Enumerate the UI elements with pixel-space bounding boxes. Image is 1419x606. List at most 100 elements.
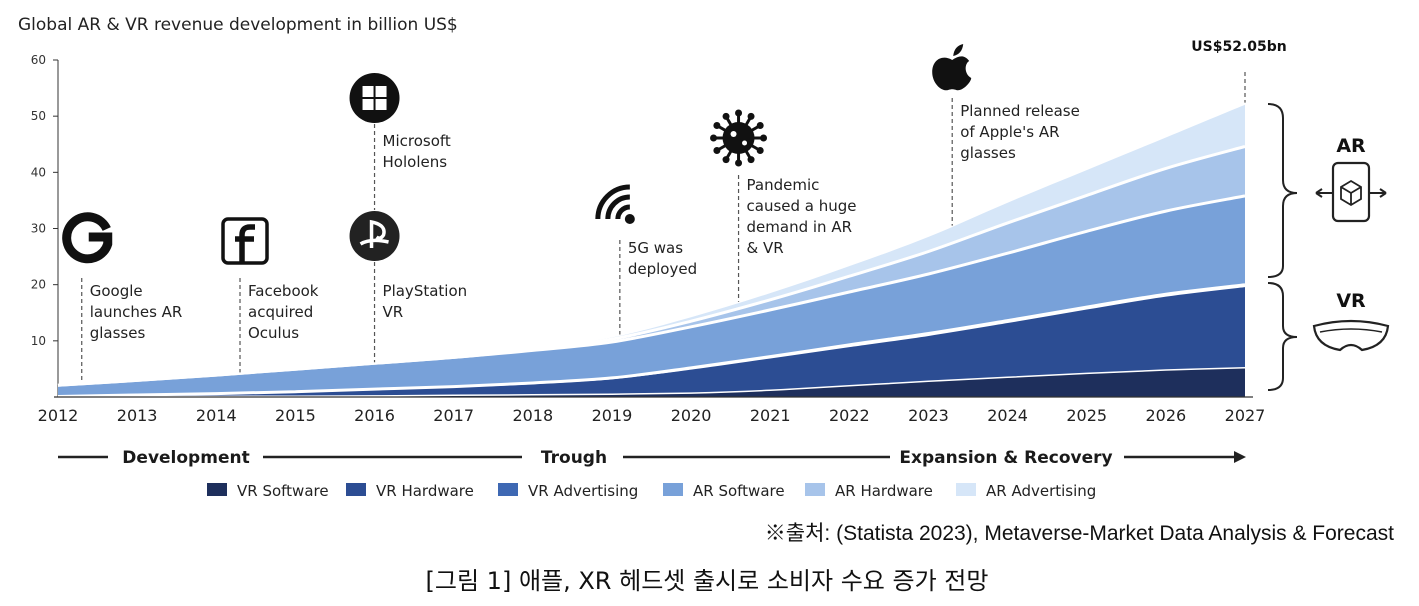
annotation-line: launches AR bbox=[90, 303, 183, 321]
google-logo-icon bbox=[62, 212, 113, 264]
x-tick-label: 2025 bbox=[1066, 406, 1107, 425]
playstation-logo-icon bbox=[349, 211, 400, 261]
legend-label: VR Software bbox=[237, 482, 329, 500]
annotation-line: Google bbox=[90, 282, 143, 300]
x-tick-label: 2017 bbox=[433, 406, 474, 425]
virus-icon bbox=[710, 109, 768, 167]
annotation-line: caused a huge bbox=[747, 197, 857, 215]
annotation-text: Facebook acquired Oculus bbox=[248, 282, 319, 342]
y-tick-label: 10 bbox=[31, 334, 46, 348]
virus-spike-tip bbox=[713, 122, 721, 129]
x-tick-label: 2024 bbox=[987, 406, 1028, 425]
facebook-f-glyph bbox=[235, 224, 256, 263]
signal-arc bbox=[615, 204, 631, 220]
phase-development: Development bbox=[122, 448, 249, 468]
annotation-line: demand in AR bbox=[747, 218, 852, 236]
annotation-line: deployed bbox=[628, 260, 697, 278]
x-tick-label: 2019 bbox=[592, 406, 633, 425]
windows-pane bbox=[375, 99, 387, 110]
google-g-glyph bbox=[62, 212, 113, 264]
y-tick-label: 30 bbox=[31, 222, 46, 236]
x-tick-label: 2023 bbox=[908, 406, 949, 425]
series-separator-line bbox=[57, 367, 1246, 398]
area-ar-software bbox=[58, 195, 1245, 397]
windows-logo-icon bbox=[349, 73, 400, 123]
virus-spike-tip bbox=[710, 134, 718, 142]
annotation-line: 5G was bbox=[628, 239, 683, 257]
virus-spot bbox=[730, 131, 737, 137]
y-tick-label: 20 bbox=[31, 278, 46, 292]
annotation-line: Oculus bbox=[248, 324, 299, 342]
legend-swatch bbox=[956, 483, 976, 496]
legend-swatch bbox=[207, 483, 227, 496]
x-tick-label: 2022 bbox=[829, 406, 870, 425]
x-tick-label: 2020 bbox=[671, 406, 712, 425]
legend-label: AR Hardware bbox=[835, 482, 933, 500]
virus-spike-tip bbox=[735, 159, 743, 167]
x-axis: 2012 2013 2014 2015 2016 2017 2018 2019 2020 2021… bbox=[38, 396, 1265, 425]
virus-spike-tip bbox=[747, 156, 755, 164]
x-tick-label: 2014 bbox=[196, 406, 237, 425]
annotation-line: Pandemic bbox=[747, 176, 820, 194]
virus-spike-tip bbox=[722, 112, 730, 120]
x-tick-label: 2016 bbox=[354, 406, 395, 425]
apple-body bbox=[932, 56, 972, 91]
y-tick-label: 50 bbox=[31, 109, 46, 123]
legend-swatch bbox=[663, 483, 683, 496]
phase-trough: Trough bbox=[541, 448, 607, 468]
figure-caption: [그림 1] 애플, XR 헤드셋 출시로 소비자 수요 증가 전망 bbox=[426, 567, 989, 595]
annotation-line: & VR bbox=[747, 239, 784, 257]
annotation-line: Facebook bbox=[248, 282, 319, 300]
legend-swatch bbox=[805, 483, 825, 496]
x-tick-label: 2018 bbox=[512, 406, 553, 425]
annotation-text: Microsoft Hololens bbox=[383, 132, 451, 171]
playstation-circle bbox=[349, 211, 400, 261]
virus-body bbox=[722, 122, 755, 154]
series-separator-line bbox=[57, 283, 1246, 398]
signal-arc bbox=[595, 184, 630, 220]
virus-spike-tip bbox=[735, 109, 743, 117]
annotation-line: VR bbox=[383, 303, 404, 321]
5g-signal-icon bbox=[595, 184, 635, 224]
legend: VR Software VR Hardware VR Advertising AR S… bbox=[207, 482, 1096, 500]
annotation-line: PlayStation bbox=[383, 282, 468, 300]
annotation-line: Hololens bbox=[383, 153, 448, 171]
virus-spike-tip bbox=[756, 122, 764, 129]
windows-pane bbox=[362, 86, 374, 97]
phase-expansion-recovery: Expansion & Recovery bbox=[899, 448, 1112, 468]
apple-logo-icon bbox=[932, 44, 972, 91]
virus-spike-tip bbox=[756, 147, 764, 154]
y-axis: 10 20 30 40 50 60 bbox=[31, 53, 59, 397]
annotation-text: Pandemic caused a huge demand in AR & VR bbox=[747, 176, 857, 257]
chart-title: Global AR & VR revenue development in bi… bbox=[18, 15, 458, 35]
peak-value-label: US$52.05bn bbox=[1191, 39, 1286, 55]
annotations: Google launches AR glasses Facebook acquired… bbox=[62, 44, 1080, 342]
signal-arc bbox=[605, 194, 631, 220]
apple-leaf bbox=[953, 44, 964, 56]
annotation-text: 5G was deployed bbox=[628, 239, 697, 278]
x-tick-label: 2026 bbox=[1146, 406, 1187, 425]
annotation-line: Planned release bbox=[960, 102, 1080, 120]
signal-dot bbox=[624, 214, 635, 224]
vr-segment-label: VR bbox=[1336, 290, 1366, 312]
stacked-areas bbox=[57, 104, 1246, 398]
virus-spike-tip bbox=[713, 147, 721, 154]
virus-spot bbox=[742, 140, 748, 146]
vr-brace bbox=[1267, 282, 1298, 391]
virus-spike-tip bbox=[722, 156, 730, 164]
annotation-line: glasses bbox=[90, 324, 146, 342]
x-tick-label: 2015 bbox=[275, 406, 316, 425]
virus-spike-tip bbox=[747, 112, 755, 120]
y-tick-label: 40 bbox=[31, 165, 46, 179]
area-ar-advertising bbox=[58, 104, 1245, 386]
x-tick-label: 2021 bbox=[750, 406, 791, 425]
annotation-line: of Apple's AR bbox=[960, 123, 1059, 141]
source-note: ※출처: (Statista 2023), Metaverse-Market D… bbox=[765, 522, 1394, 545]
windows-circle bbox=[349, 73, 400, 123]
annotation-line: glasses bbox=[960, 144, 1016, 162]
legend-label: AR Software bbox=[693, 482, 785, 500]
legend-swatch bbox=[346, 483, 366, 496]
playstation-glyph bbox=[359, 219, 389, 248]
area-vr-software bbox=[58, 367, 1245, 397]
